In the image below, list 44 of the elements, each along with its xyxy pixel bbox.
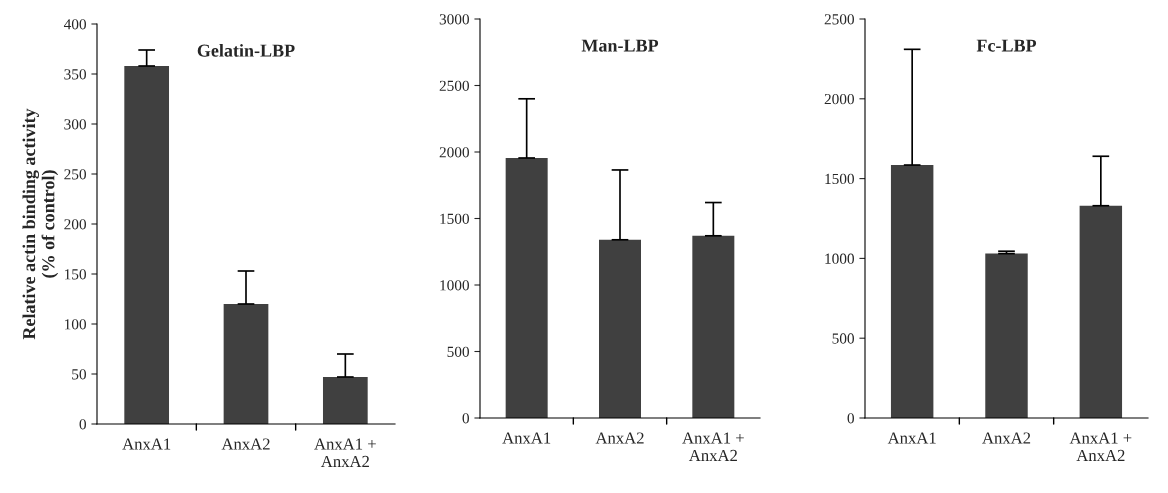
y-tick-label: 0 xyxy=(847,413,854,424)
x-tick-label: AnxA1 + AnxA2 xyxy=(1069,432,1132,461)
bar xyxy=(985,253,1028,418)
x-tick-label: AnxA1 + AnxA2 xyxy=(682,432,744,461)
bar xyxy=(223,304,269,424)
y-tick-label: 50 xyxy=(72,369,86,380)
bar xyxy=(322,377,368,424)
y-tick-label: 200 xyxy=(64,219,86,230)
y-tick-label: 0 xyxy=(79,419,86,430)
bar xyxy=(692,235,735,418)
bar xyxy=(124,66,170,424)
y-axis-title: Relative actin binding activity (% of control) xyxy=(22,108,59,340)
bar xyxy=(890,165,934,418)
x-tick-label: AnxA2 xyxy=(595,432,644,444)
x-tick-label: AnxA2 xyxy=(221,438,270,450)
bar xyxy=(599,239,641,418)
x-tick-label: AnxA1 xyxy=(502,432,551,444)
y-tick-label: 100 xyxy=(65,319,86,330)
x-tick-label: AnxA1 + AnxA2 xyxy=(314,438,376,467)
text: Man-LBP xyxy=(581,39,659,52)
y-tick-label: 2000 xyxy=(824,93,854,105)
y-tick-label: 400 xyxy=(63,19,86,30)
y-tick-label: 300 xyxy=(64,119,86,130)
x-tick-label: AnxA1 xyxy=(887,432,936,444)
x-tick-label: AnxA2 xyxy=(982,432,1031,444)
y-tick-label: 1500 xyxy=(825,173,854,185)
text: Fc-LBP xyxy=(976,39,1037,52)
y-tick-label: 1000 xyxy=(825,253,854,264)
y-tick-label: 150 xyxy=(65,269,86,280)
y-tick-label: 2000 xyxy=(439,147,469,158)
text: Gelatin-LBP xyxy=(197,44,295,57)
y-tick-label: 2500 xyxy=(824,14,854,25)
y-tick-label: 0 xyxy=(462,413,469,424)
y-tick-label: 1500 xyxy=(440,213,469,224)
y-tick-label: 2500 xyxy=(439,80,469,91)
y-tick-label: 500 xyxy=(447,346,469,357)
y-tick-label: 500 xyxy=(832,333,854,344)
y-tick-label: 1000 xyxy=(440,280,469,291)
x-tick-label: AnxA1 xyxy=(122,438,171,450)
bar xyxy=(505,157,548,418)
bar xyxy=(1079,205,1123,418)
y-tick-label: 350 xyxy=(64,69,86,80)
y-tick-label: 250 xyxy=(64,169,86,180)
y-tick-label: 3000 xyxy=(439,14,469,25)
